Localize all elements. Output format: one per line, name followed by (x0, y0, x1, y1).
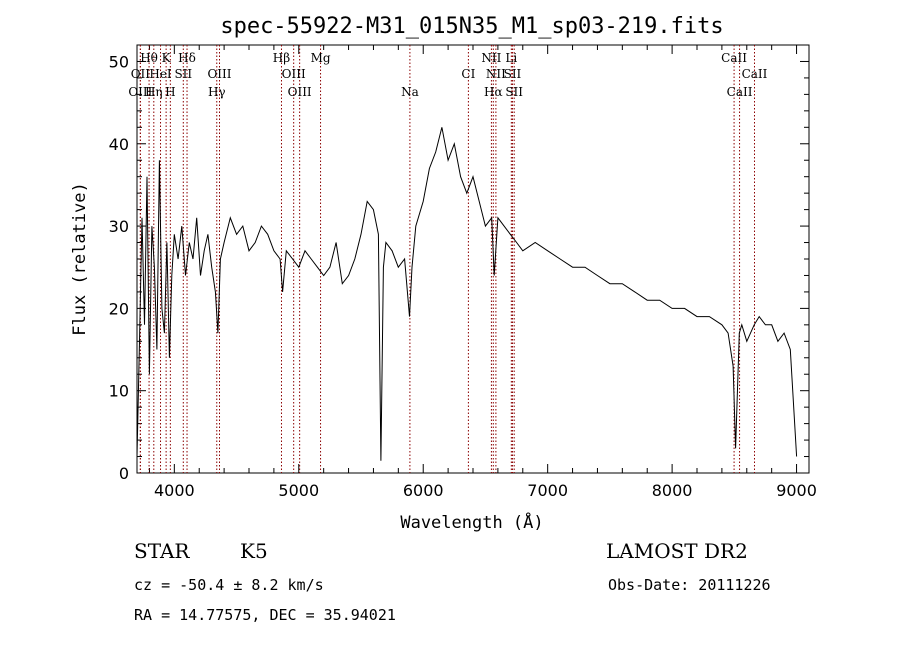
spectral-line-label: Hη (145, 85, 163, 99)
x-tick-label: 4000 (154, 481, 195, 500)
spectral-line-label: Hγ (208, 85, 226, 99)
obs-date-text: Obs-Date: 20111226 (608, 576, 771, 594)
y-tick-label: 50 (109, 52, 129, 71)
spectral-line-label: CI (461, 67, 475, 81)
y-tick-label: 10 (109, 382, 129, 401)
y-tick-label: 40 (109, 135, 129, 154)
spectral-line-label: CaII (727, 85, 753, 99)
spectral-line-label: OIII (207, 67, 231, 81)
spectral-line-label: Li (505, 51, 517, 65)
spectral-line-label: Hβ (273, 51, 290, 65)
x-tick-label: 8000 (652, 481, 693, 500)
spectral-line-label: OII (131, 67, 151, 81)
x-tick-label: 9000 (776, 481, 817, 500)
plot-area: Hθ OII OIII K HeI Hη Hδ SII H OIII Hγ Hβ OIII OIII Mg N… (109, 44, 817, 500)
spectral-line-label: Mg (311, 51, 331, 65)
spectral-line-label: K (162, 51, 172, 65)
coordinates-text: RA = 14.77575, DEC = 35.94021 (134, 606, 396, 624)
y-tick-label: 20 (109, 299, 129, 318)
spectral-line-label: Hθ (140, 51, 158, 65)
x-tick-label: 5000 (278, 481, 319, 500)
object-subclass-label: K5 (240, 539, 268, 563)
spectral-line-label: NII (481, 51, 501, 65)
spectral-line-label: Hδ (178, 51, 196, 65)
spectrum-series-line (136, 127, 798, 461)
survey-label: LAMOST DR2 (606, 539, 748, 563)
spectral-line-markers (139, 45, 755, 473)
object-class-label: STAR (134, 539, 190, 563)
axis-tick-labels: 4000 5000 6000 7000 8000 9000 0 10 20 30 40 50 (109, 52, 817, 500)
redshift-text: cz = -50.4 ± 8.2 km/s (134, 576, 324, 594)
y-tick-label: 30 (109, 217, 129, 236)
spectral-line-label: OIII (128, 85, 152, 99)
spectral-line-label: OIII (282, 67, 306, 81)
spectral-line-label: CaII (721, 51, 747, 65)
y-axis-title: Flux (relative) (70, 182, 90, 336)
figure-title: spec-55922-M31_015N35_M1_sp03-219.fits (220, 14, 723, 39)
spectral-line-label: OIII (288, 85, 312, 99)
spectral-line-label: SII (504, 67, 522, 81)
spectral-line-label: NII (486, 67, 506, 81)
spectral-line-labels: Hθ OII OIII K HeI Hη Hδ SII H OIII Hγ Hβ OIII OIII Mg N… (128, 51, 767, 99)
spectral-line-label: H (165, 85, 175, 99)
x-tick-label: 6000 (403, 481, 444, 500)
x-axis-title: Wavelength (Å) (400, 511, 543, 533)
spectral-line-label: SII (174, 67, 192, 81)
spectral-line-label: SII (505, 85, 523, 99)
plot-frame (136, 44, 810, 474)
spectral-line-label: Hα (484, 85, 503, 99)
x-tick-label: 7000 (527, 481, 568, 500)
y-tick-label: 0 (119, 464, 129, 483)
spectral-line-label: CaII (742, 67, 768, 81)
spectral-line-label: Na (401, 85, 419, 99)
axis-ticks (137, 44, 809, 474)
spectral-line-label: HeI (149, 67, 172, 81)
